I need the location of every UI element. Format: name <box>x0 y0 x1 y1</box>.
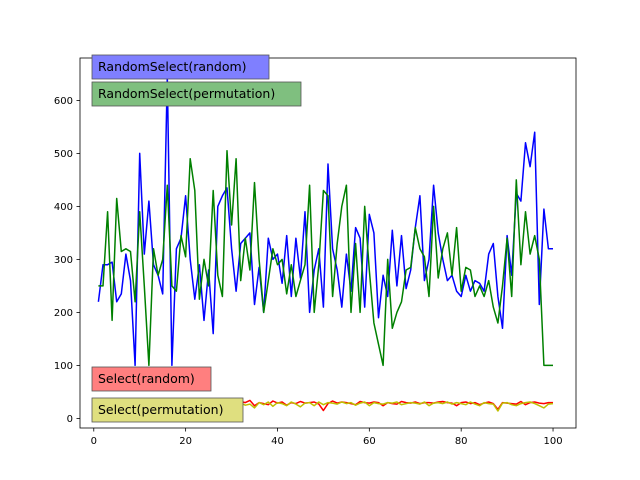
y-tick-label: 500 <box>54 149 73 160</box>
y-axis: 0 100 200 300 400 500 600 <box>54 96 80 425</box>
x-tick-label: 40 <box>271 436 284 447</box>
x-tick-label: 20 <box>179 436 192 447</box>
y-tick-label: 400 <box>54 202 73 213</box>
plot-frame <box>79 57 577 429</box>
x-tick-label: 80 <box>455 436 468 447</box>
label-text: RandomSelect(permutation) <box>98 86 275 101</box>
y-tick-label: 600 <box>54 96 73 107</box>
x-tick-label: 0 <box>91 436 97 447</box>
label-box <box>91 366 212 392</box>
series-line-randomselect-permutation <box>98 150 553 367</box>
x-tick-label: 100 <box>543 436 562 447</box>
label-text: Select(permutation) <box>98 402 223 417</box>
label-randomselect-permutation: RandomSelect(permutation) <box>91 81 302 107</box>
x-axis: 0 20 40 60 80 100 <box>91 428 563 447</box>
y-tick-label: 0 <box>67 414 73 425</box>
y-tick-label: 300 <box>54 255 73 266</box>
label-box <box>91 397 244 423</box>
series-labels: RandomSelect(random) RandomSelect(permuta… <box>91 54 302 423</box>
series-line-randomselect-random <box>97 75 553 367</box>
label-select-permutation: Select(permutation) <box>91 397 244 423</box>
y-tick-label: 200 <box>54 308 73 319</box>
label-box <box>91 54 270 80</box>
y-tick-label: 100 <box>54 361 73 372</box>
label-text: RandomSelect(random) <box>98 59 247 74</box>
label-randomselect-random: RandomSelect(random) <box>91 54 270 80</box>
x-tick-label: 60 <box>363 436 376 447</box>
label-box <box>91 81 302 107</box>
label-text: Select(random) <box>98 371 195 386</box>
label-select-random: Select(random) <box>91 366 212 392</box>
